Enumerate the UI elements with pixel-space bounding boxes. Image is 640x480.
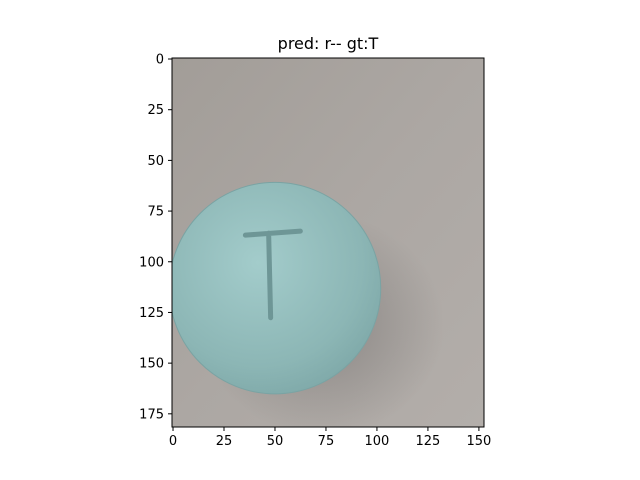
pill	[172, 181, 382, 395]
x-tick-label: 100	[365, 434, 390, 449]
axes-frame	[171, 57, 485, 428]
x-tick-label: 50	[267, 434, 284, 449]
pill-imprint	[242, 228, 303, 321]
x-tick-label: 125	[416, 434, 441, 449]
y-tick-label: 100	[139, 255, 164, 270]
x-tick-label: 25	[216, 434, 233, 449]
y-tick-label: 175	[139, 407, 164, 422]
y-tick-label: 25	[147, 103, 164, 118]
y-axis: 0 25 50 75 100 125 150 175	[139, 53, 172, 422]
image-area	[172, 58, 484, 427]
y-tick-label: 0	[156, 53, 164, 68]
x-tick-label: 75	[318, 434, 335, 449]
y-tick-label: 50	[147, 154, 164, 169]
x-axis: 0 25 50 75 100 125 150	[169, 427, 491, 449]
x-tick-label: 0	[169, 434, 177, 449]
x-tick-label: 150	[466, 434, 491, 449]
chart-title: pred: r-- gt:T	[278, 34, 379, 53]
y-tick-label: 75	[147, 205, 164, 220]
y-tick-label: 125	[139, 306, 164, 321]
y-tick-label: 150	[139, 357, 164, 372]
